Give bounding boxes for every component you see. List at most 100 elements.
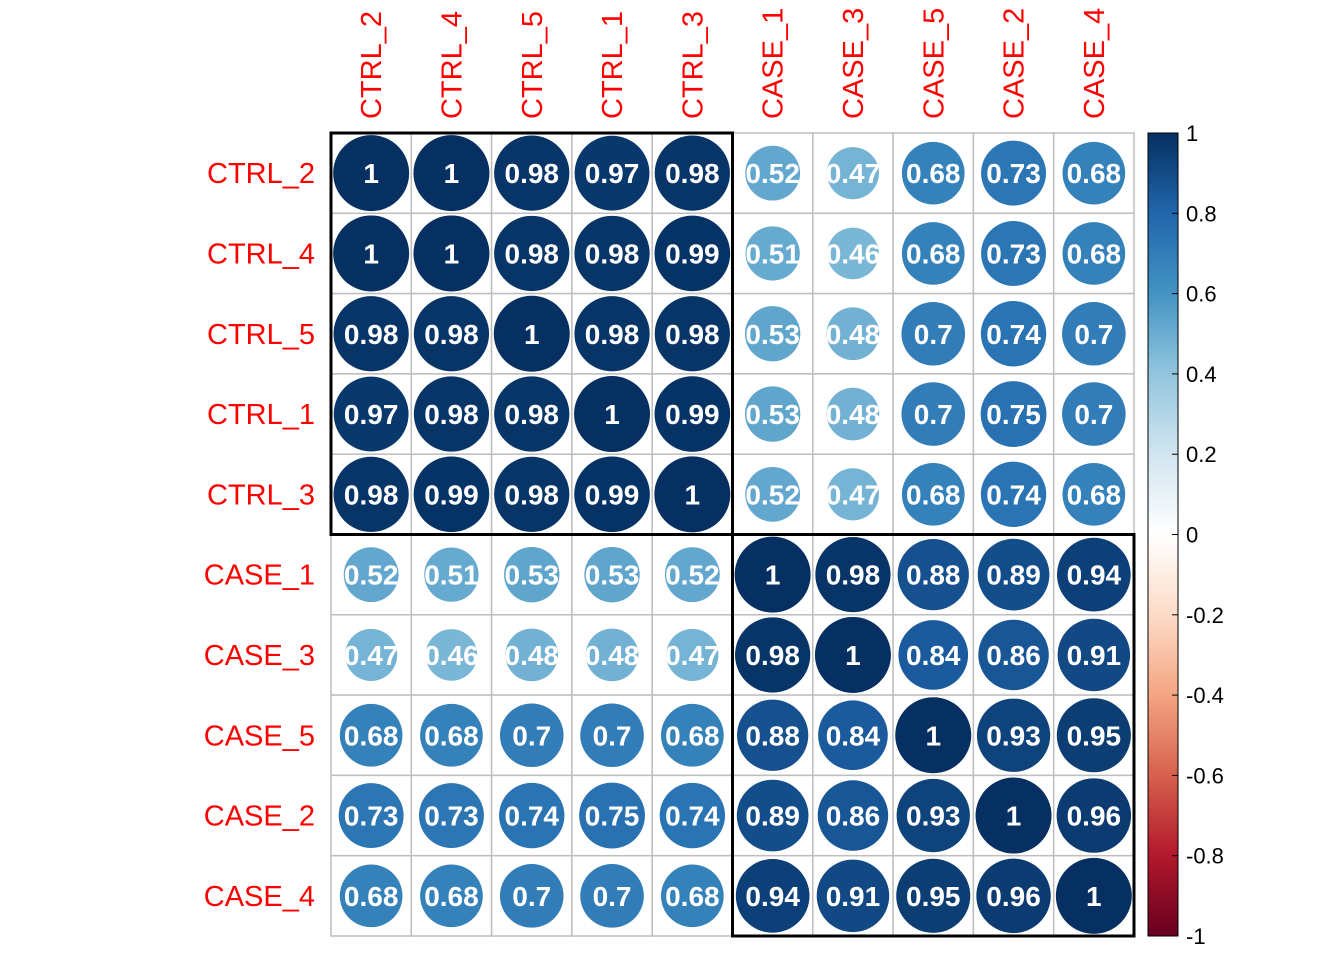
correlation-circle (897, 539, 969, 611)
row-label: CASE_4 (204, 881, 315, 913)
correlation-circle (339, 703, 403, 767)
correlation-value: 0.94 (1067, 560, 1122, 591)
correlation-value: 0.88 (745, 720, 800, 751)
correlation-value: 0.7 (1074, 399, 1113, 430)
correlation-circle (574, 456, 650, 533)
correlation-circle (734, 536, 811, 613)
correlation-value: 0.99 (585, 479, 640, 510)
correlation-value: 0.93 (986, 720, 1041, 751)
correlation-value: 0.98 (424, 399, 479, 430)
correlation-circle (584, 546, 640, 603)
correlation-value: 0.53 (585, 560, 640, 591)
correlation-value: 0.88 (906, 560, 961, 591)
correlation-value: 0.74 (986, 319, 1041, 350)
correlation-circle (1062, 301, 1126, 366)
correlation-value: 0.7 (593, 881, 632, 912)
correlation-circle (654, 135, 730, 211)
correlation-circle (816, 859, 890, 933)
correlation-value: 0.51 (424, 560, 479, 591)
correlation-value: 0.98 (665, 158, 720, 189)
column-label: CASE_2 (999, 8, 1031, 119)
correlation-value: 0.7 (512, 881, 551, 912)
correlation-value: 0.47 (826, 158, 881, 189)
correlation-circle (1062, 141, 1126, 205)
correlation-value: 0.74 (986, 479, 1041, 510)
correlation-value: 0.98 (826, 560, 881, 591)
correlation-circle (579, 782, 645, 849)
correlation-circle (420, 703, 483, 767)
correlation-value: 0.68 (1067, 158, 1122, 189)
correlation-circle (977, 538, 1050, 611)
correlation-circle (895, 697, 972, 774)
correlation-circle (901, 382, 966, 446)
column-label: CTRL_5 (517, 11, 549, 119)
row-label: CTRL_4 (207, 238, 315, 270)
colorbar-tick-label: 1 (1186, 121, 1198, 146)
correlation-circle (659, 782, 726, 849)
correlation-value: 0.48 (826, 399, 881, 430)
correlation-circle (980, 461, 1047, 528)
correlation-circle (574, 376, 651, 453)
correlation-circle (901, 301, 966, 366)
correlation-circle (345, 628, 398, 682)
correlation-value: 1 (363, 158, 379, 189)
correlation-value: 0.52 (745, 479, 800, 510)
correlation-circle (980, 381, 1047, 447)
column-label: CASE_3 (838, 8, 870, 119)
row-label: CTRL_2 (207, 158, 315, 190)
correlation-value: 0.91 (1067, 640, 1122, 671)
correlation-circle (580, 703, 644, 768)
correlation-value: 0.75 (986, 399, 1041, 430)
row-label: CASE_3 (204, 640, 315, 672)
correlation-value: 0.98 (505, 479, 560, 510)
correlation-circle (896, 778, 970, 853)
row-label: CASE_1 (204, 560, 315, 592)
column-label: CTRL_2 (356, 11, 388, 119)
correlation-value: 0.86 (986, 640, 1041, 671)
correlation-value: 1 (765, 560, 781, 591)
colorbar-tick-label: -0.2 (1186, 603, 1224, 628)
correlation-value: 0.73 (986, 238, 1041, 269)
correlation-circle (499, 864, 564, 928)
correlation-circle (1056, 778, 1132, 853)
correlation-circle (1062, 463, 1126, 526)
correlation-circle (661, 703, 724, 767)
correlation-value: 0.52 (665, 560, 720, 591)
correlation-circle (1057, 537, 1131, 612)
correlation-value: 0.68 (906, 479, 961, 510)
correlation-value: 0.68 (906, 238, 961, 269)
correlation-value: 0.47 (826, 479, 881, 510)
correlation-circle (1062, 382, 1126, 446)
correlation-circle (494, 135, 570, 211)
colorbar-tick-label: 0.2 (1186, 442, 1217, 467)
correlation-value: 1 (685, 479, 701, 510)
correlation-circle (814, 616, 891, 693)
correlation-value: 0.68 (344, 720, 399, 751)
correlation-value: 0.93 (906, 801, 961, 832)
correlation-circle (413, 135, 490, 212)
colorbar-tick-label: -0.4 (1186, 683, 1224, 708)
correlation-circle (744, 306, 801, 362)
correlation-circle (333, 135, 410, 212)
correlation-circle (815, 537, 891, 613)
correlation-value: 1 (363, 238, 379, 269)
correlation-value: 0.68 (1067, 238, 1122, 269)
correlation-circle (664, 547, 720, 603)
correlation-circle (745, 145, 801, 201)
column-label: CTRL_3 (677, 11, 709, 119)
correlation-value: 1 (524, 319, 540, 350)
correlation-value: 0.98 (344, 479, 399, 510)
correlation-circle (654, 215, 731, 292)
correlation-circle (745, 466, 801, 522)
correlation-value: 0.98 (745, 640, 800, 671)
correlation-value: 1 (1006, 801, 1022, 832)
correlation-value: 0.53 (505, 560, 560, 591)
correlation-circle (661, 864, 724, 928)
correlation-value: 0.98 (585, 319, 640, 350)
correlation-value: 0.86 (826, 801, 881, 832)
correlation-value: 0.95 (906, 881, 961, 912)
correlation-circle (505, 628, 559, 682)
correlation-value: 1 (444, 238, 460, 269)
correlation-circle (896, 858, 971, 933)
